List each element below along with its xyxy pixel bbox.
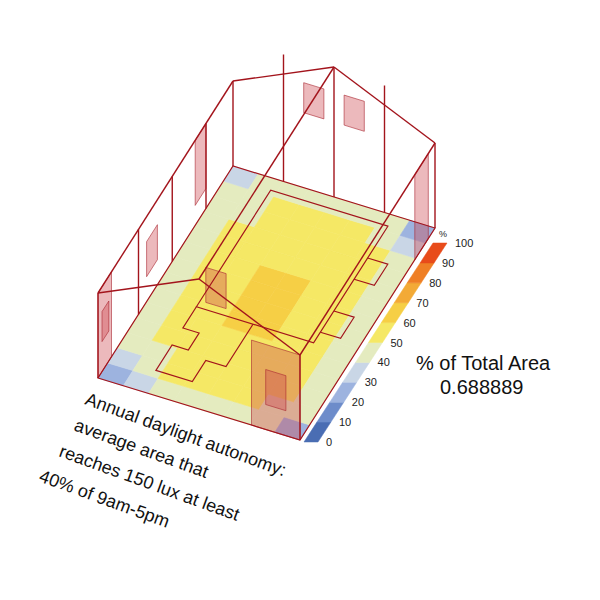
svg-text:40% of 9am-5pm: 40% of 9am-5pm — [37, 466, 173, 532]
svg-text:Annual daylight autonomy:: Annual daylight autonomy: — [82, 389, 289, 481]
svg-text:average area that: average area that — [71, 415, 212, 482]
svg-text:0.688889: 0.688889 — [440, 376, 523, 398]
svg-text:0: 0 — [326, 436, 332, 448]
svg-text:100: 100 — [455, 237, 473, 249]
svg-text:60: 60 — [403, 317, 415, 329]
svg-text:90: 90 — [442, 257, 454, 269]
svg-text:10: 10 — [339, 416, 351, 428]
svg-text:%: % — [439, 229, 447, 239]
svg-text:40: 40 — [378, 356, 390, 368]
svg-text:70: 70 — [416, 297, 428, 309]
svg-text:20: 20 — [352, 396, 364, 408]
svg-text:50: 50 — [391, 337, 403, 349]
svg-text:30: 30 — [365, 376, 377, 388]
svg-text:reaches 150 lux at least: reaches 150 lux at least — [56, 441, 243, 525]
svg-text:80: 80 — [429, 277, 441, 289]
svg-text:% of Total Area: % of Total Area — [416, 352, 551, 374]
